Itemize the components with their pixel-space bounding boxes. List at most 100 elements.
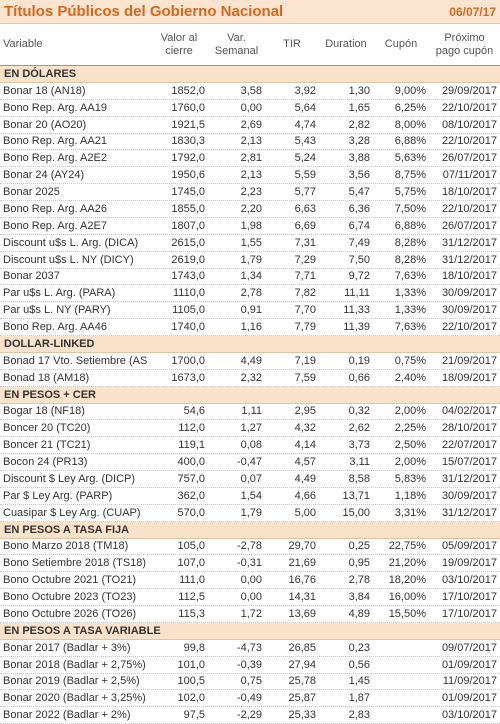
cell: 21/09/2017 xyxy=(441,354,497,367)
data-row: Bonar 2020 (Badlar + 3,25%) 102,0 -0,49 25,… xyxy=(0,690,500,708)
cell: 04/02/2017 xyxy=(441,405,497,418)
cell: -4,73 xyxy=(236,641,262,654)
cell: 5,59 xyxy=(294,169,316,182)
cell: 07/11/2017 xyxy=(442,169,497,182)
cell: 5,77 xyxy=(294,186,316,199)
cell: Boncer 21 (TC21) xyxy=(3,439,91,452)
cell: 1,72 xyxy=(240,607,262,620)
cell: 6,74 xyxy=(348,219,370,232)
cell: Discount $ Ley Arg. (DICP) xyxy=(3,472,136,485)
cell: 1,87 xyxy=(348,692,370,705)
cell: 400,0 xyxy=(177,456,205,469)
cell: 1,79 xyxy=(240,506,262,519)
cell: 22/10/2017 xyxy=(441,202,497,215)
cell: 1792,0 xyxy=(171,152,205,165)
cell: 2,83 xyxy=(348,709,370,722)
cell: 8,00% xyxy=(394,118,426,131)
cell: 26/07/2017 xyxy=(441,219,497,232)
cell: 18/09/2017 xyxy=(441,371,497,384)
cell: 2,62 xyxy=(348,422,370,435)
cell: 102,0 xyxy=(177,692,205,705)
cell: 1,98 xyxy=(240,219,262,232)
cell: 5,24 xyxy=(294,152,316,165)
data-row: Discount u$s L. NY (DICY) 2619,0 1,79 7,29 7… xyxy=(0,252,500,269)
cell: 3,28 xyxy=(348,135,370,148)
cell: Bonar 20 (AO20) xyxy=(3,118,87,131)
cell: Cuasipar $ Ley Arg. (CUAP) xyxy=(3,506,141,519)
cell: Bonar 18 (AN18) xyxy=(3,84,86,97)
data-row: Bonar 20 (AO20) 1921,5 2,69 4,74 2,82 8,00% 08… xyxy=(0,117,500,134)
data-row: Par u$s L. NY (PARY) 1105,0 0,91 7,70 11,33 1… xyxy=(0,302,500,320)
cell: 1105,0 xyxy=(172,304,205,317)
cell: 115,3 xyxy=(178,607,205,620)
cell: 2619,0 xyxy=(171,253,205,266)
column-header: Cupón xyxy=(384,38,418,50)
cell: 5,43 xyxy=(294,135,316,148)
cell: 1830,3 xyxy=(171,135,205,148)
cell: Bono Rep. Arg. A2E2 xyxy=(3,152,107,165)
cell: 1,27 xyxy=(240,422,262,435)
cell: 0,75 xyxy=(240,675,262,688)
column-header: Var. Semanal xyxy=(214,31,259,57)
cell: 11,33 xyxy=(343,304,370,317)
cell: 4,49 xyxy=(294,472,316,485)
data-row: Bonar 2019 (Badlar + 2,5%) 100,5 0,75 25,78… xyxy=(0,674,500,691)
cell: Bonar 24 (AY24) xyxy=(3,169,85,182)
cell: 7,82 xyxy=(294,287,316,300)
data-row: Bocon 24 (PR13) 400,0 -0,47 4,57 3,11 2,00% 15… xyxy=(0,454,500,471)
cell: 31/12/2017 xyxy=(441,253,497,266)
data-row: Bonar 2017 (Badlar + 3%) 99,8 -4,73 26,85 0,… xyxy=(0,640,500,657)
cell: 100,5 xyxy=(177,675,205,688)
cell: 4,57 xyxy=(294,456,316,469)
cell: 5,47 xyxy=(348,186,370,199)
cell: 570,0 xyxy=(177,506,205,519)
cell: 8,28% xyxy=(394,253,426,266)
data-row: Bonar 2037 1743,0 1,34 7,71 9,72 7,63% 18/10/2… xyxy=(0,269,500,286)
data-row: Bonar 2025 1745,0 2,23 5,77 5,47 5,75% 18/10/2… xyxy=(0,184,500,201)
cell: 13,69 xyxy=(288,607,316,620)
data-row: Bono Rep. Arg. AA26 1855,0 2,20 6,63 6,36 7,5… xyxy=(0,201,500,218)
cell: 1740,0 xyxy=(171,321,205,334)
cell: 1,45 xyxy=(348,675,370,688)
title: Títulos Públicos del Gobierno Nacional xyxy=(4,3,284,20)
cell: 6,69 xyxy=(294,219,316,232)
cell: -0,47 xyxy=(236,456,262,469)
cell: 05/09/2017 xyxy=(441,540,497,553)
cell: 6,63 xyxy=(294,202,316,215)
data-row: Boncer 20 (TC20) 112,0 1,27 4,32 2,62 2,25% 28… xyxy=(0,420,500,438)
cell: 30/09/2017 xyxy=(441,287,497,300)
cell: 22/10/2017 xyxy=(441,135,497,148)
cell: 105,0 xyxy=(177,540,205,553)
cell: 7,19 xyxy=(294,354,316,367)
cell: 9,72 xyxy=(348,270,370,283)
cell: -0,31 xyxy=(236,557,262,570)
cell: 0,66 xyxy=(348,371,370,384)
cell: 22/10/2017 xyxy=(441,321,497,334)
cell: Bono Rep. Arg. A2E7 xyxy=(3,219,107,232)
cell: Bono Marzo 2018 (TM18) xyxy=(3,540,129,553)
header-row: Variable Valor al cierre Var. Semanal TIR Du… xyxy=(0,24,500,66)
cell: -2,78 xyxy=(236,540,262,553)
cell: Bono Octubre 2023 (TO23) xyxy=(3,591,137,604)
cell: 1,79 xyxy=(240,253,262,266)
cell: 18/10/2017 xyxy=(441,270,497,283)
cell: 25,33 xyxy=(288,709,316,722)
cell: 03/10/2017 xyxy=(441,709,497,722)
cell: Par u$s L. NY (PARY) xyxy=(3,304,111,317)
cell: 30/09/2017 xyxy=(441,304,497,317)
cell: Discount u$s L. Arg. (DICA) xyxy=(3,236,139,249)
cell: 7,49 xyxy=(348,236,370,249)
cell: 22/07/2017 xyxy=(441,439,497,452)
data-row: Bono Octubre 2021 (TO21) 111,0 0,00 16,76 2,… xyxy=(0,572,500,590)
cell: 8,58 xyxy=(348,472,370,485)
cell: 16,00% xyxy=(388,591,426,604)
data-row: Bonar 2018 (Badlar + 2,75%) 101,0 -0,39 27,… xyxy=(0,657,500,674)
data-row: Boncer 21 (TC21) 119,1 0,08 4,14 3,73 2,50% 22… xyxy=(0,437,500,455)
data-row: Bonar 24 (AY24) 1950,6 2,13 5,59 3,56 8,75% 07… xyxy=(0,167,500,185)
cell: 4,49 xyxy=(240,354,262,367)
section-header: EN PESOS A TASA FIJA xyxy=(0,521,500,539)
data-row: Discount u$s L. Arg. (DICA) 2615,0 1,55 7,3… xyxy=(0,235,500,252)
cell: 99,8 xyxy=(183,641,205,654)
cell: 7,29 xyxy=(294,253,316,266)
section-header: EN DÓLARES xyxy=(0,66,500,83)
